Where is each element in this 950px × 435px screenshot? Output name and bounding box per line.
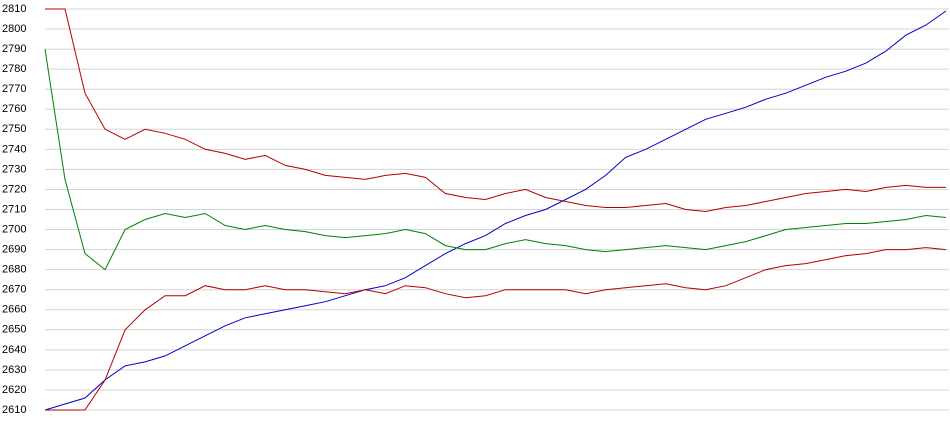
y-tick-label: 2790 (2, 43, 26, 55)
y-tick-label: 2670 (2, 284, 26, 296)
y-tick-label: 2720 (2, 183, 26, 195)
y-tick-label: 2780 (2, 63, 26, 75)
y-tick-label: 2690 (2, 244, 26, 256)
y-tick-label: 2640 (2, 344, 26, 356)
series-line (44, 49, 947, 271)
y-tick-label: 2660 (2, 304, 26, 316)
y-tick-label: 2810 (2, 3, 26, 15)
y-tick-label: 2620 (2, 384, 26, 396)
series-line (44, 10, 947, 411)
y-tick-label: 2800 (2, 23, 26, 35)
y-tick-label: 2750 (2, 123, 26, 135)
y-tick-label: 2770 (2, 83, 26, 95)
y-tick-label: 2650 (2, 324, 26, 336)
series-line (45, 247, 947, 411)
y-tick-label: 2710 (2, 203, 26, 215)
y-tick-label: 2610 (2, 404, 26, 416)
y-tick-label: 2700 (2, 223, 26, 235)
y-tick-label: 2730 (2, 163, 26, 175)
y-tick-label: 2680 (2, 264, 26, 276)
y-tick-label: 2760 (2, 103, 26, 115)
y-tick-label: 2630 (2, 364, 26, 376)
series-line (45, 8, 946, 213)
y-tick-label: 2740 (2, 143, 26, 155)
